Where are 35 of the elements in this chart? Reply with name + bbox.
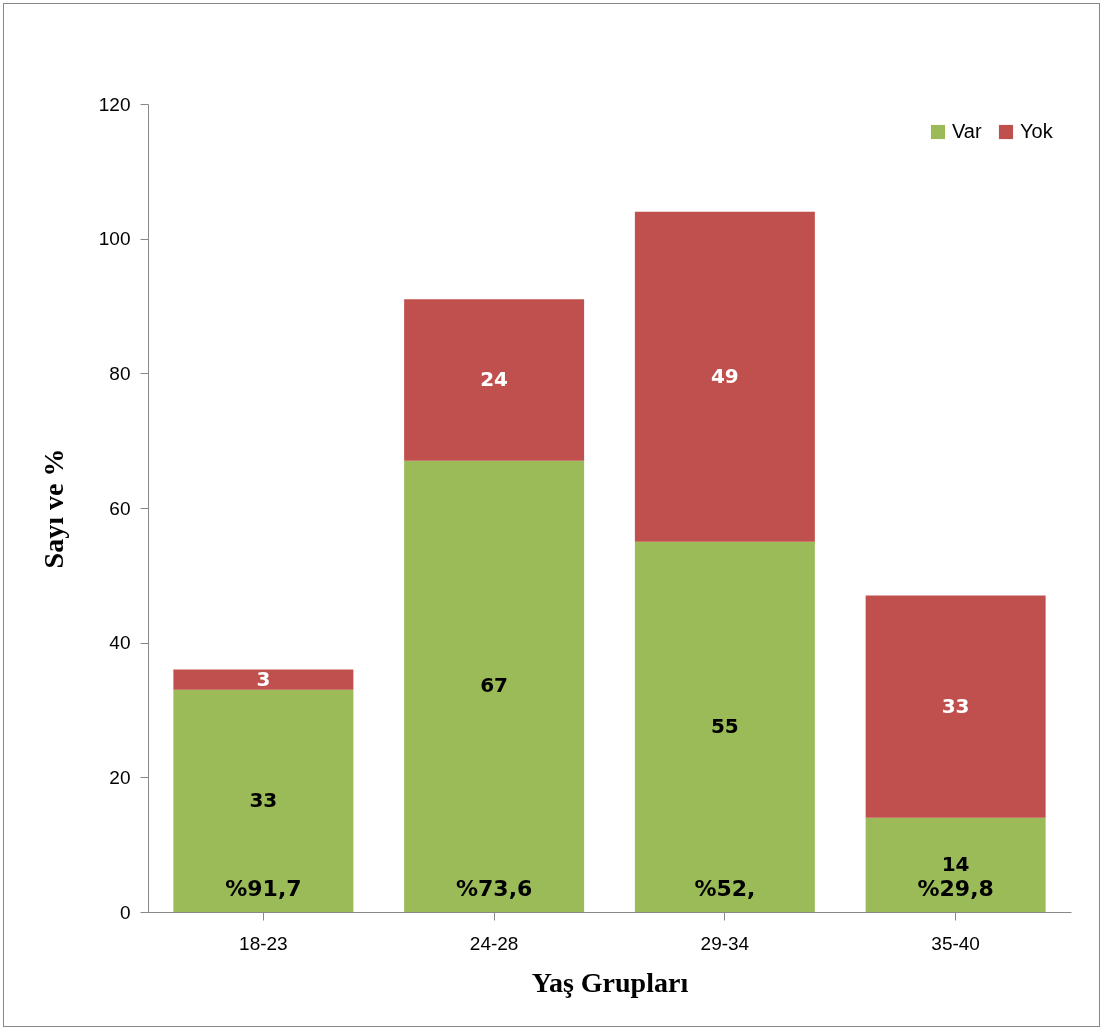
x-tick-label: 18-23 <box>239 932 288 954</box>
y-tick-label: 100 <box>98 228 131 250</box>
x-tick-label: 35-40 <box>931 932 980 954</box>
annotation: %91,7 <box>225 876 302 901</box>
data-label: 24 <box>480 367 509 392</box>
annotation: %52, <box>694 876 756 901</box>
data-label: 55 <box>710 713 739 738</box>
annotation: %29,8 <box>917 876 994 901</box>
data-label: 67 <box>480 673 509 698</box>
legend-label: Yok <box>1020 120 1054 142</box>
x-tick-label: 24-28 <box>469 932 519 954</box>
legend-label: Var <box>952 120 982 142</box>
data-label: 14 <box>941 851 970 876</box>
y-tick-label: 80 <box>109 362 131 384</box>
y-tick-label: 120 <box>98 93 131 115</box>
bar <box>634 211 815 542</box>
bar <box>404 299 585 461</box>
y-axis-title: Sayı ve % <box>37 448 69 569</box>
bar <box>865 817 1046 912</box>
y-tick-label: 40 <box>109 632 131 654</box>
bar <box>404 460 585 912</box>
bar <box>865 595 1046 818</box>
annotation: %73,6 <box>455 876 533 901</box>
y-tick-label: 20 <box>109 766 131 788</box>
bar <box>634 541 815 912</box>
x-tick-label: 29-34 <box>700 932 750 954</box>
y-tick-label: 60 <box>109 497 131 519</box>
x-axis-title: Yaş Grupları <box>531 966 689 998</box>
data-label: 49 <box>710 363 739 388</box>
bar <box>173 669 354 690</box>
bar <box>173 689 354 912</box>
data-label: 33 <box>941 693 970 718</box>
data-label: 3 <box>256 666 271 691</box>
y-tick-label: 0 <box>119 901 131 923</box>
data-label: 33 <box>249 787 278 812</box>
